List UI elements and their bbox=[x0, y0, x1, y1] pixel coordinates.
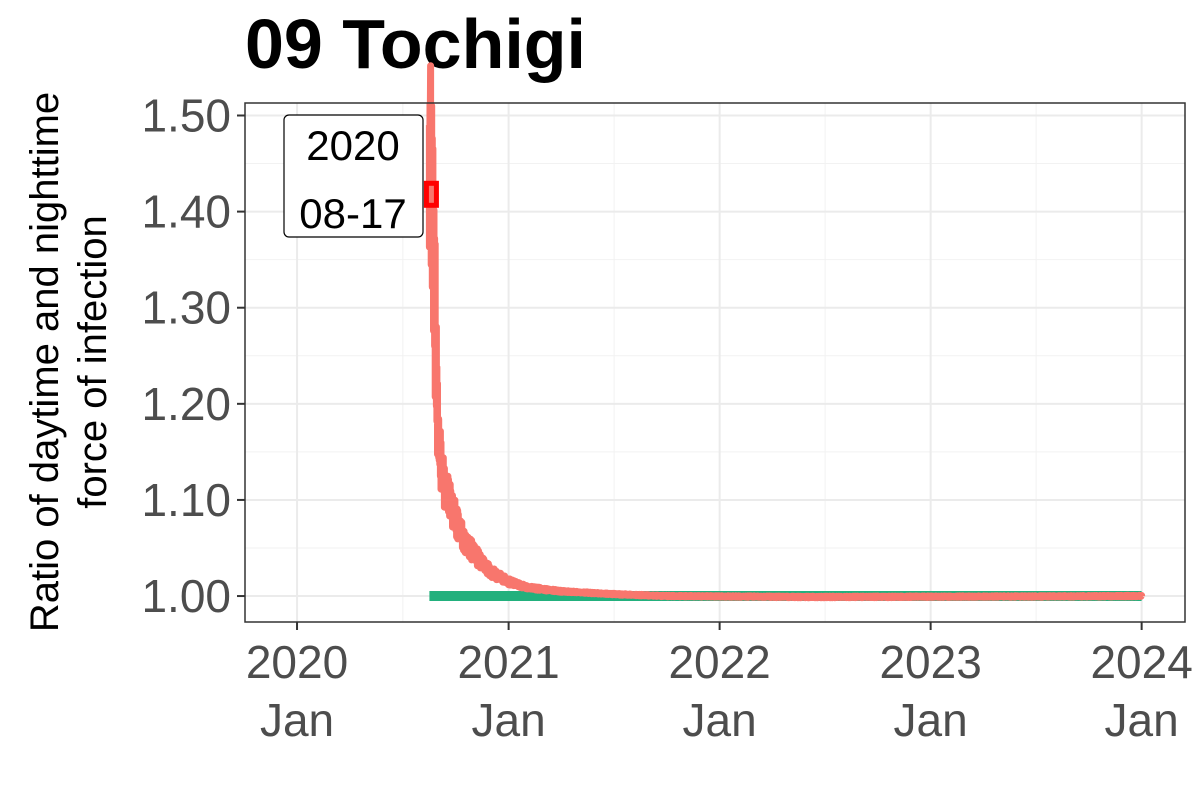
y-tick-label: 1.20 bbox=[141, 378, 231, 430]
y-tick-label: 1.30 bbox=[141, 282, 231, 334]
plot-panel-border bbox=[244, 102, 1186, 623]
x-tick-label-month: Jan bbox=[260, 694, 334, 746]
series-layer bbox=[425, 62, 1146, 602]
x-tick-label-month: Jan bbox=[894, 694, 968, 746]
axes: 1.00 1.10 1.20 1.30 1.40 1.50 2020 Jan 2021 Jan 20… bbox=[141, 89, 1192, 746]
annotation-line-2: 08-17 bbox=[299, 190, 406, 237]
x-tick-label-year: 2021 bbox=[457, 636, 559, 688]
annotation-box bbox=[283, 114, 424, 238]
x-tick-label-year: 2020 bbox=[246, 636, 348, 688]
series-line-noisy bbox=[425, 62, 1146, 602]
x-tick-label-year: 2024 bbox=[1090, 636, 1192, 688]
x-tick-label-year: 2023 bbox=[879, 636, 981, 688]
y-axis-title-line-1: Ratio of daytime and nighttime bbox=[23, 92, 67, 632]
x-tick-label-month: Jan bbox=[1105, 694, 1179, 746]
y-axis-title-line-2: force of infection bbox=[71, 215, 115, 509]
x-tick-label-year: 2022 bbox=[668, 636, 770, 688]
x-tick-label-month: Jan bbox=[472, 694, 546, 746]
y-tick-label: 1.10 bbox=[141, 474, 231, 526]
annotation-marker bbox=[423, 180, 439, 208]
annotation-line-1: 2020 bbox=[306, 122, 399, 169]
date-annotation: 2020 08-17 bbox=[283, 114, 439, 238]
y-tick-label: 1.50 bbox=[141, 89, 231, 141]
y-tick-label: 1.00 bbox=[141, 570, 231, 622]
y-tick-label: 1.40 bbox=[141, 186, 231, 238]
y-axis-title: Ratio of daytime and nighttime force of … bbox=[23, 92, 115, 632]
chart-title: 09 Tochigi bbox=[245, 5, 586, 83]
x-tick-label-month: Jan bbox=[683, 694, 757, 746]
